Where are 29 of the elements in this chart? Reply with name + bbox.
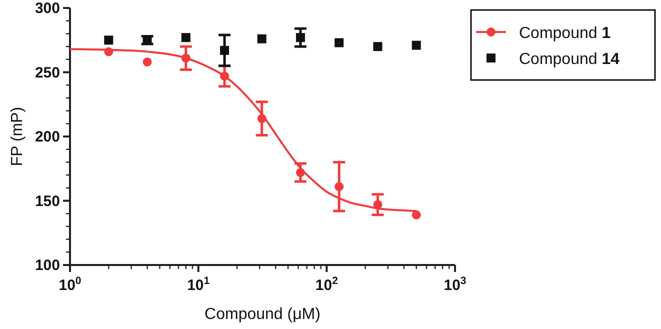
- x-tick-label: 10$^{2}$: [315, 275, 338, 294]
- y-tick-label: 250: [34, 64, 60, 82]
- point: [104, 47, 114, 56]
- point: [334, 182, 344, 192]
- x-axis-title: Compound (μM): [204, 306, 320, 323]
- y-tick-label: 100: [34, 257, 60, 274]
- point: [181, 33, 190, 42]
- point: [104, 36, 114, 45]
- y-tick-label: 200: [34, 128, 60, 146]
- point: [412, 40, 421, 50]
- y-axis-title: FP (mP): [9, 106, 26, 166]
- point: [257, 34, 266, 44]
- point: [257, 114, 266, 124]
- point: [181, 54, 190, 63]
- x-tick-label: 10$^{1}$: [187, 275, 210, 294]
- point: [334, 38, 344, 48]
- point: [412, 210, 421, 220]
- point: [373, 42, 382, 52]
- legend-label: Compound 1: [519, 25, 611, 42]
- point: [296, 33, 305, 42]
- point: [142, 57, 152, 66]
- x-tick-label: 10$^{0}$: [58, 275, 82, 294]
- point: [220, 72, 230, 81]
- point: [296, 168, 305, 177]
- point: [220, 46, 230, 55]
- y-tick-label: 300: [34, 0, 60, 17]
- y-tick-label: 150: [34, 192, 60, 210]
- legend-label: Compound 14: [519, 51, 620, 68]
- x-tick-label: 10$^{3}$: [444, 275, 466, 294]
